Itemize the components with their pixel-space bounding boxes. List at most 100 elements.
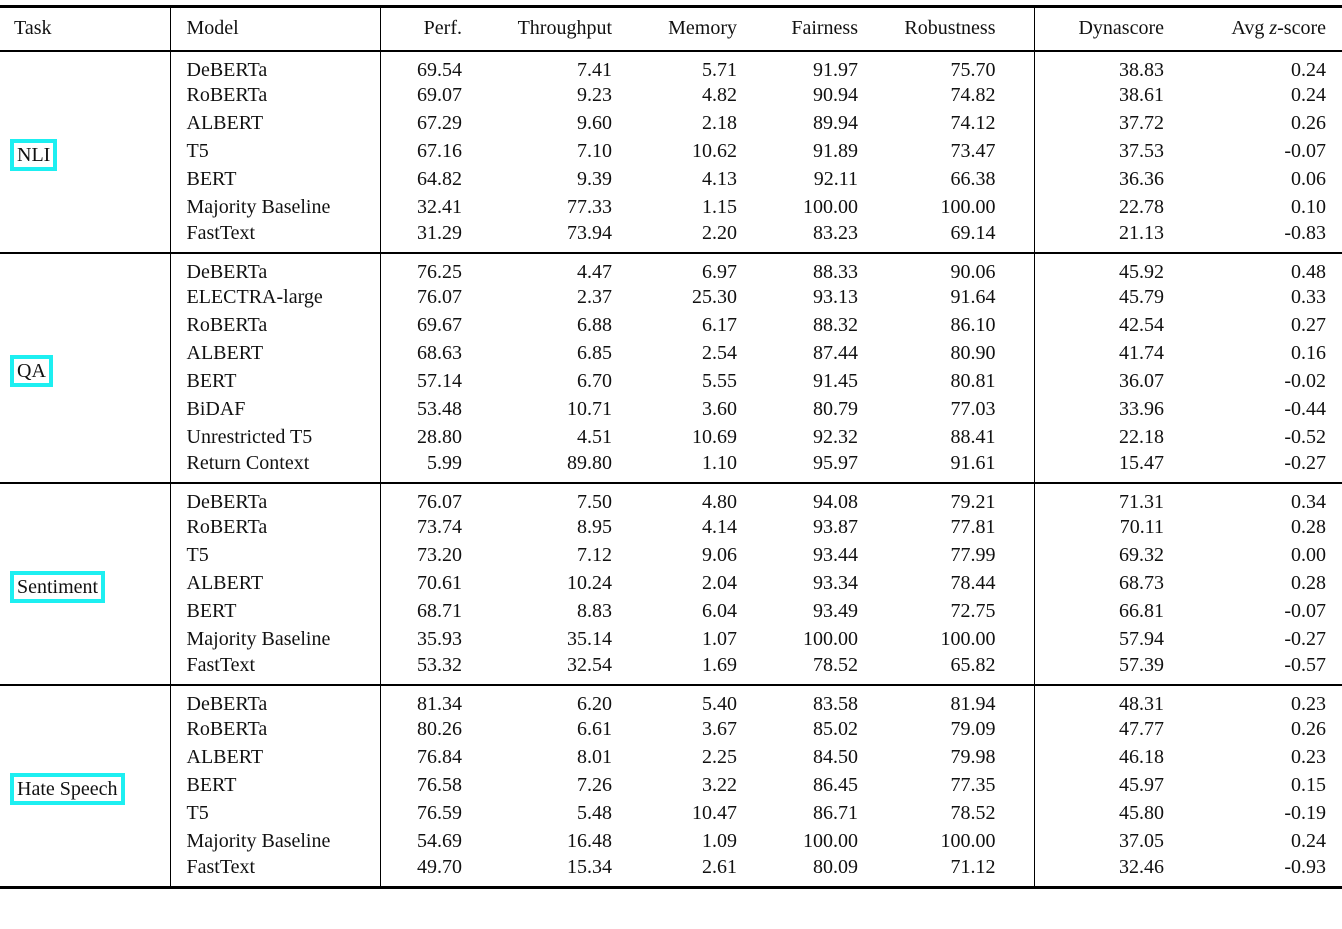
dyn-cell: 66.81 — [1119, 600, 1164, 622]
thr-cell: 4.51 — [577, 426, 612, 448]
thr-cell: 35.14 — [567, 628, 612, 650]
mem-cell: 6.04 — [702, 600, 737, 622]
task-highlight-box[interactable]: NLI — [10, 139, 58, 171]
avgz-cell: 0.06 — [1291, 168, 1326, 190]
avgz-cell: 0.26 — [1291, 718, 1326, 740]
thr-cell: 77.33 — [567, 196, 612, 218]
model-cell: BERT — [170, 771, 381, 800]
fair-cell: 90.94 — [813, 84, 858, 106]
avgz-cell: 0.16 — [1291, 342, 1326, 364]
task-label: QA — [17, 360, 46, 382]
fair-cell: 86.45 — [813, 774, 858, 796]
perf-cell: 73.20 — [417, 544, 462, 566]
table-row: BERT 64.82 9.39 4.13 92.11 66.38 36.36 0.06 — [0, 165, 1342, 194]
fair-cell: 93.87 — [813, 516, 858, 538]
fair-cell: 83.58 — [813, 692, 858, 715]
thr-cell: 5.48 — [577, 802, 612, 824]
table-row: FastText 31.29 73.94 2.20 83.23 69.14 21.13 -0.… — [0, 221, 1342, 253]
mem-cell: 10.62 — [692, 140, 737, 162]
thr-cell: 32.54 — [567, 653, 612, 676]
fair-cell: 92.11 — [813, 168, 858, 190]
model-cell: ALBERT — [170, 339, 381, 368]
thr-cell: 8.95 — [577, 516, 612, 538]
column-header-throughput: Throughput — [517, 17, 612, 40]
rob-cell: 91.64 — [860, 283, 1035, 312]
perf-cell: 64.82 — [417, 168, 462, 190]
thr-cell: 2.37 — [577, 286, 612, 308]
model-cell: ELECTRA-large — [170, 283, 381, 312]
table-row: T5 67.16 7.10 10.62 91.89 73.47 37.53 -0.07 — [0, 137, 1342, 166]
task-highlight-box[interactable]: Sentiment — [10, 571, 106, 603]
task-highlight-box[interactable]: Hate Speech — [10, 773, 125, 805]
results-table: Task Model Perf. Throughput Memory Fairn… — [0, 5, 1342, 889]
table-row: BERT 68.71 8.83 6.04 93.49 72.75 66.81 -0.07 — [0, 597, 1342, 626]
column-header-model: Model — [170, 6, 381, 51]
mem-cell: 5.71 — [702, 58, 737, 81]
perf-cell: 28.80 — [417, 426, 462, 448]
rob-cell: 73.47 — [860, 137, 1035, 166]
fair-cell: 80.79 — [813, 398, 858, 420]
dyn-cell: 36.36 — [1119, 168, 1164, 190]
avgz-cell: 0.26 — [1291, 112, 1326, 134]
dyn-cell: 46.18 — [1119, 746, 1164, 768]
dyn-cell: 45.92 — [1119, 260, 1164, 283]
avgz-cell: -0.52 — [1284, 426, 1326, 448]
fair-cell: 100.00 — [803, 628, 858, 650]
mem-cell: 9.06 — [702, 544, 737, 566]
model-cell: Majority Baseline — [170, 827, 381, 856]
fair-cell: 83.23 — [813, 221, 858, 244]
mem-cell: 3.60 — [702, 398, 737, 420]
model-cell: T5 — [170, 541, 381, 570]
perf-cell: 32.41 — [417, 196, 462, 218]
dyn-cell: 42.54 — [1119, 314, 1164, 336]
thr-cell: 7.12 — [577, 544, 612, 566]
avgz-cell: 0.28 — [1291, 572, 1326, 594]
column-header-perf: Perf. — [423, 17, 462, 40]
dyn-cell: 57.39 — [1119, 653, 1164, 676]
thr-cell: 8.83 — [577, 600, 612, 622]
mem-cell: 1.10 — [702, 451, 737, 474]
task-cell: Hate Speech — [0, 684, 171, 887]
avgz-cell: 0.10 — [1291, 196, 1326, 218]
fair-cell: 93.13 — [813, 286, 858, 308]
mem-cell: 6.17 — [702, 314, 737, 336]
task-highlight-box[interactable]: QA — [10, 355, 53, 387]
mem-cell: 3.67 — [702, 718, 737, 740]
dyn-cell: 47.77 — [1119, 718, 1164, 740]
rob-cell: 90.06 — [860, 252, 1035, 284]
fair-cell: 93.44 — [813, 544, 858, 566]
table-row: RoBERTa 69.07 9.23 4.82 90.94 74.82 38.61 0.24 — [0, 81, 1342, 110]
dyn-cell: 68.73 — [1119, 572, 1164, 594]
table-row: Majority Baseline 35.93 35.14 1.07 100.00 100… — [0, 625, 1342, 654]
perf-cell: 69.67 — [417, 314, 462, 336]
avgz-cell: 0.23 — [1291, 692, 1326, 715]
column-header-task: Task — [0, 6, 171, 51]
avgz-cell: 0.23 — [1291, 746, 1326, 768]
mem-cell: 4.80 — [702, 490, 737, 513]
table-row: RoBERTa 69.67 6.88 6.17 88.32 86.10 42.54 0.27 — [0, 311, 1342, 340]
dyn-cell: 21.13 — [1119, 221, 1164, 244]
model-cell: ALBERT — [170, 743, 381, 772]
rob-cell: 100.00 — [860, 193, 1035, 222]
mem-cell: 10.69 — [692, 426, 737, 448]
mem-cell: 3.22 — [702, 774, 737, 796]
avgz-cell: 0.48 — [1291, 260, 1326, 283]
model-cell: FastText — [170, 653, 381, 685]
model-cell: BERT — [170, 597, 381, 626]
avgz-cell: -0.07 — [1284, 140, 1326, 162]
mem-cell: 4.82 — [702, 84, 737, 106]
fair-cell: 87.44 — [813, 342, 858, 364]
perf-cell: 73.74 — [417, 516, 462, 538]
rob-cell: 78.52 — [860, 799, 1035, 828]
column-header-robustness: Robustness — [860, 6, 1035, 51]
rob-cell: 79.98 — [860, 743, 1035, 772]
model-cell: BiDAF — [170, 395, 381, 424]
dyn-cell: 71.31 — [1119, 490, 1164, 513]
thr-cell: 16.48 — [567, 830, 612, 852]
fair-cell: 88.33 — [813, 260, 858, 283]
rob-cell: 88.41 — [860, 423, 1035, 452]
perf-cell: 80.26 — [417, 718, 462, 740]
rob-cell: 80.81 — [860, 367, 1035, 396]
rob-cell: 79.21 — [860, 482, 1035, 514]
model-cell: FastText — [170, 221, 381, 253]
